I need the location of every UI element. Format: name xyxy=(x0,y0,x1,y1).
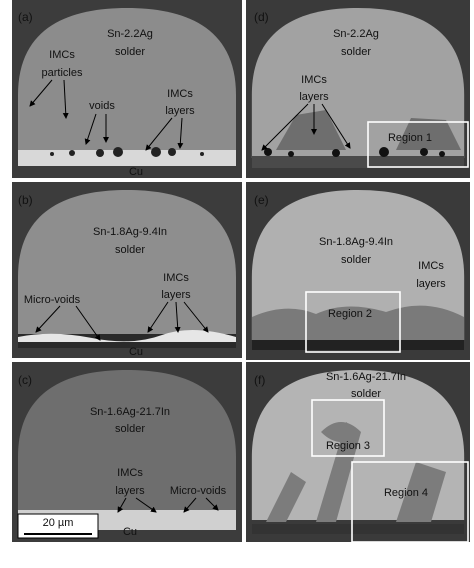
alloy-label: Sn-2.2Ag xyxy=(107,28,153,40)
alloy-label: solder xyxy=(341,46,371,58)
panel-label: (c) xyxy=(18,373,32,387)
annotation: Micro-voids xyxy=(170,485,227,497)
region-box xyxy=(305,291,401,353)
annotation: layers xyxy=(416,278,446,290)
region-label: Region 1 xyxy=(388,132,432,144)
alloy-label: Sn-1.8Ag-9.4In xyxy=(93,226,167,238)
panel-e-image xyxy=(246,182,470,360)
annotation: IMCs xyxy=(117,467,143,479)
region-label: Region 4 xyxy=(384,487,428,499)
annotation: layers xyxy=(299,91,329,103)
annotation: IMCs xyxy=(167,88,193,100)
alloy-label: Sn-2.2Ag xyxy=(333,28,379,40)
panel-d-image xyxy=(246,0,470,178)
region-box xyxy=(311,399,385,457)
annotation: Micro-voids xyxy=(24,294,81,306)
alloy-label: Sn-1.6Ag-21.7In xyxy=(90,406,170,418)
region-box xyxy=(351,461,469,543)
region-box xyxy=(367,121,469,168)
panel-label: (a) xyxy=(18,10,33,24)
annotation: particles xyxy=(42,67,83,79)
panel-f-image xyxy=(246,362,470,542)
panel-label: (e) xyxy=(254,193,269,207)
substrate-label: Cu xyxy=(129,166,143,178)
region-label: Region 3 xyxy=(326,440,370,452)
annotation: layers xyxy=(115,485,145,497)
alloy-label: solder xyxy=(115,423,145,435)
substrate-label: Cu xyxy=(129,346,143,358)
scale-bar-label: 20 µm xyxy=(43,517,74,529)
alloy-label: Sn-1.6Ag-21.7In xyxy=(326,371,406,383)
alloy-label: solder xyxy=(341,254,371,266)
arrows xyxy=(29,79,351,513)
annotation: IMCs xyxy=(163,272,189,284)
region-label: Region 2 xyxy=(328,308,372,320)
alloy-label: solder xyxy=(115,46,145,58)
alloy-label: solder xyxy=(351,388,381,400)
annotation: layers xyxy=(165,105,195,117)
alloy-label: Sn-1.8Ag-9.4In xyxy=(319,236,393,248)
annotation: layers xyxy=(161,289,191,301)
panel-label: (b) xyxy=(18,193,33,207)
panel-a-image xyxy=(12,0,242,178)
alloy-label: solder xyxy=(115,244,145,256)
annotation: IMCs xyxy=(49,49,75,61)
substrate-label: Cu xyxy=(123,526,137,538)
panel-label: (d) xyxy=(254,10,269,24)
annotation: voids xyxy=(89,100,115,112)
annotation: IMCs xyxy=(418,260,444,272)
panel-label: (f) xyxy=(254,373,265,387)
annotation: IMCs xyxy=(301,74,327,86)
